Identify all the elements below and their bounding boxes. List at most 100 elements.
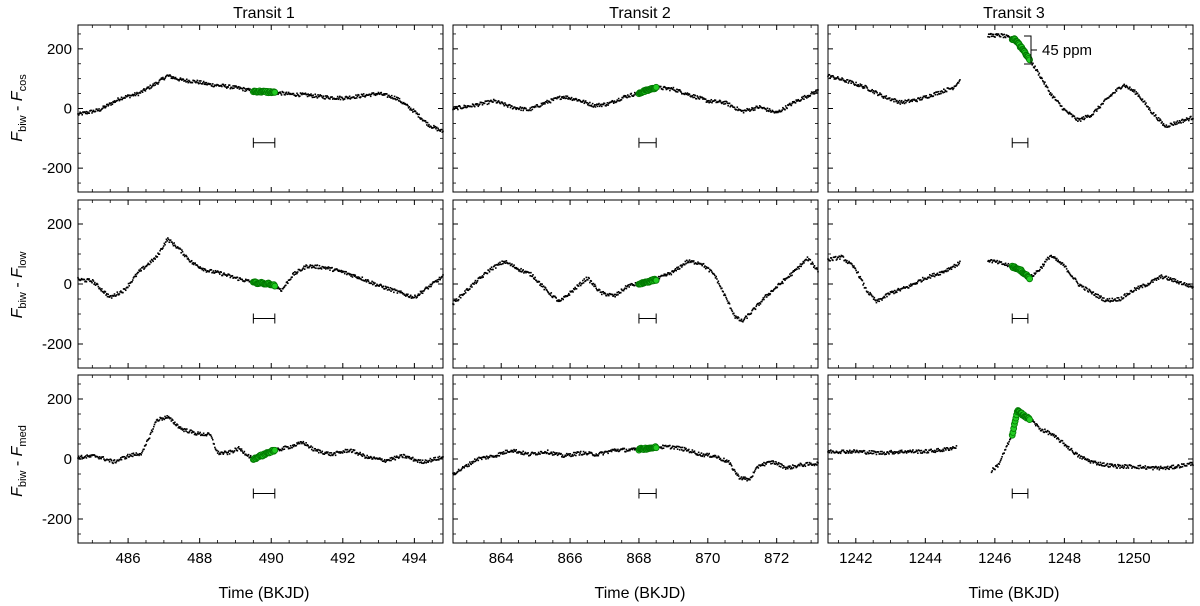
data-point [1051, 96, 1054, 99]
data-point [694, 94, 696, 97]
data-point [124, 97, 126, 99]
data-point [1182, 283, 1184, 286]
data-point [594, 106, 597, 108]
data-point [1144, 285, 1147, 288]
data-point [702, 98, 704, 100]
data-point [157, 252, 159, 255]
data-point [997, 262, 1000, 264]
data-point [687, 449, 689, 452]
data-point [341, 452, 344, 454]
data-point [627, 284, 630, 286]
data-point [1096, 110, 1098, 112]
data-point [503, 104, 506, 107]
data-point [921, 280, 923, 282]
data-point [1186, 285, 1189, 288]
data-point [745, 477, 748, 480]
data-point [231, 450, 234, 452]
data-point [204, 81, 206, 84]
data-point [377, 91, 380, 94]
data-point [832, 76, 835, 78]
data-point [751, 108, 754, 110]
data-point [176, 247, 178, 249]
data-point [238, 88, 241, 90]
data-point [429, 457, 432, 460]
data-point [589, 101, 591, 104]
data-point [711, 101, 713, 104]
data-point [313, 266, 316, 269]
data-point [1068, 111, 1071, 114]
data-point [179, 426, 182, 428]
data-point [1162, 124, 1164, 126]
transit-points [249, 87, 279, 97]
data-point [633, 448, 636, 451]
data-point [224, 450, 227, 453]
data-point [518, 270, 520, 272]
data-point [783, 278, 786, 280]
data-point [735, 472, 738, 474]
data-point [866, 87, 869, 89]
data-point [242, 89, 244, 92]
data-point [501, 101, 503, 104]
data-point [145, 440, 148, 443]
data-point [952, 265, 955, 268]
data-point [723, 100, 726, 103]
data-point [837, 256, 840, 259]
data-point [497, 264, 499, 266]
data-point [731, 105, 734, 107]
data-point [1071, 115, 1074, 118]
data-point [1141, 286, 1144, 289]
data-point [808, 464, 810, 466]
data-point [193, 433, 196, 436]
data-point [349, 273, 352, 275]
data-point [932, 275, 935, 277]
data-point [423, 288, 426, 291]
data-point [626, 285, 628, 288]
data-point [161, 248, 164, 250]
data-point [94, 110, 97, 113]
data-point [794, 102, 797, 104]
data-point [186, 80, 189, 83]
data-point [370, 456, 373, 459]
data-point [685, 262, 687, 265]
data-point [216, 270, 219, 272]
data-point [877, 300, 879, 302]
data-point [185, 78, 188, 81]
data-point [780, 282, 783, 285]
data-point [230, 86, 233, 89]
data-point [320, 94, 323, 97]
data-point [546, 99, 548, 102]
data-point [598, 102, 600, 105]
panel-r3-c2: 864 866 868 870 872 [452, 374, 819, 567]
data-point [800, 265, 802, 268]
panel-r2-c2 [452, 199, 819, 369]
data-point [289, 278, 292, 281]
data-point [400, 290, 402, 293]
data-point [850, 450, 852, 453]
data-point [237, 85, 240, 88]
data-point [414, 110, 417, 113]
data-point [364, 96, 366, 98]
data-point [780, 110, 783, 113]
data-point [324, 95, 327, 97]
data-point [881, 299, 883, 301]
data-point [1159, 118, 1161, 120]
data-point [945, 269, 947, 272]
data-point [277, 286, 279, 288]
data-point [202, 434, 204, 437]
data-point [163, 78, 166, 81]
data-point [455, 472, 458, 474]
data-point [240, 448, 243, 450]
data-point [1032, 275, 1035, 277]
data-point [197, 81, 199, 84]
data-point [182, 428, 185, 431]
data-point [466, 465, 469, 468]
data-point [934, 93, 937, 96]
data-point [614, 295, 616, 298]
data-point [813, 265, 816, 267]
data-point [557, 453, 560, 456]
data-point [524, 451, 527, 454]
data-point [369, 93, 371, 96]
data-point [233, 87, 235, 89]
data-point [697, 454, 699, 457]
data-point [398, 456, 401, 458]
